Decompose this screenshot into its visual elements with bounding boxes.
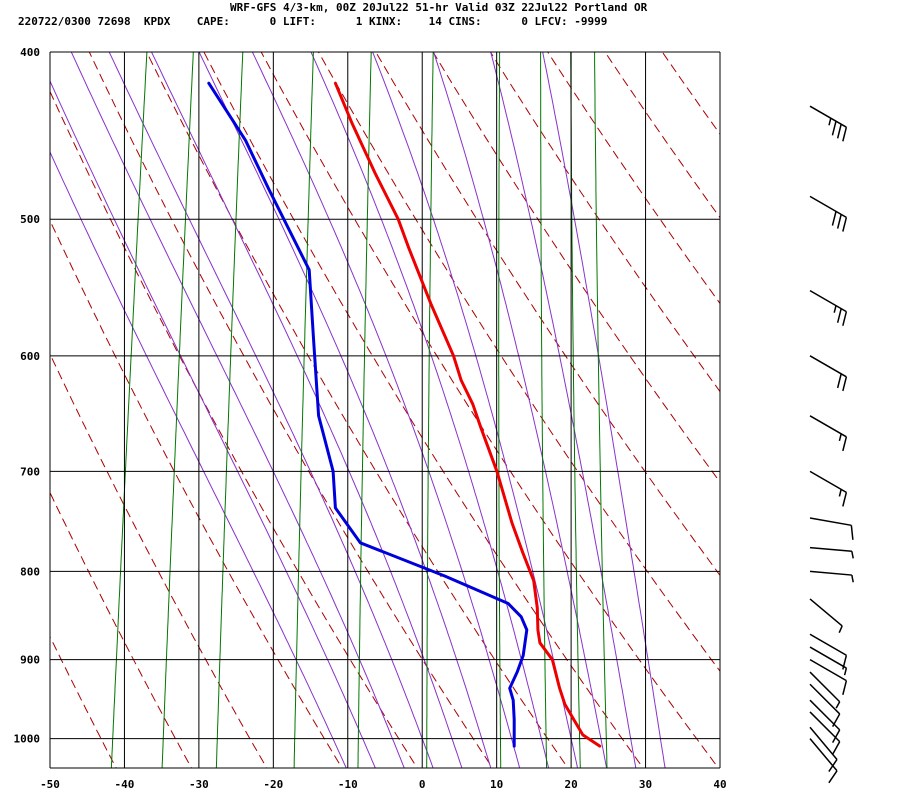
x-tick-label: 40 xyxy=(713,778,726,791)
dry-adiabat-line xyxy=(88,52,494,768)
moist-adiabat-line xyxy=(70,52,405,768)
mixing-ratio-line xyxy=(215,52,244,768)
x-tick-label: 20 xyxy=(564,778,577,791)
wind-barb xyxy=(809,633,848,670)
moist-adiabat-line xyxy=(251,52,521,768)
y-tick-label: 800 xyxy=(20,565,40,578)
wind-barb xyxy=(809,646,848,676)
axis-tick-labels: -50 -40 -30 -20 -10 0 10 20 30 40 400 500 600 700 800 9… xyxy=(14,46,727,791)
station-stats: 220722/0300 72698 KPDX CAPE: 0 LIFT: 1 K… xyxy=(18,15,608,28)
wind-barb xyxy=(809,355,848,392)
x-tick-label: 30 xyxy=(639,778,652,791)
wind-barb xyxy=(809,598,843,633)
dry-adiabat-line xyxy=(432,52,720,483)
mixing-ratio-line xyxy=(498,52,502,768)
moist-adiabat-line xyxy=(490,52,637,768)
dry-adiabat-line xyxy=(146,52,569,768)
mixing-ratio-line xyxy=(570,52,581,768)
y-tick-label: 1000 xyxy=(14,733,41,746)
moist-adiabat-line xyxy=(50,150,347,768)
wind-barb xyxy=(809,289,848,326)
x-tick-label: -50 xyxy=(40,778,60,791)
wind-barb xyxy=(809,659,848,695)
moist-adiabat-line xyxy=(198,52,492,768)
mixing-ratio-line xyxy=(293,52,314,768)
x-tick-label: -20 xyxy=(263,778,283,791)
moist-adiabat-line xyxy=(433,52,608,768)
dry-adiabat-line xyxy=(547,52,720,305)
y-tick-label: 500 xyxy=(20,213,40,226)
grid-lines xyxy=(49,51,721,769)
x-tick-label: -40 xyxy=(115,778,135,791)
mixing-ratio-line xyxy=(594,52,608,768)
x-tick-label: 10 xyxy=(490,778,503,791)
moist-adiabat-line xyxy=(50,79,376,768)
wind-barb xyxy=(809,570,854,583)
mixing-ratio-line xyxy=(357,52,372,768)
dry-adiabat-line xyxy=(375,52,720,577)
dry-adiabat-line xyxy=(50,635,117,768)
wind-barbs xyxy=(809,105,854,784)
chart-title: WRF-GFS 4/3-km, 00Z 20Jul22 51-hr Valid … xyxy=(230,1,648,14)
dry-adiabat-line xyxy=(50,219,343,768)
wind-barb xyxy=(809,683,841,728)
y-tick-label: 600 xyxy=(20,350,40,363)
wind-barb xyxy=(809,105,848,142)
wind-barb xyxy=(809,470,848,507)
wind-barb xyxy=(809,195,848,232)
y-tick-label: 900 xyxy=(20,654,40,667)
wind-barb xyxy=(809,738,838,784)
x-tick-label: -10 xyxy=(338,778,358,791)
wind-barb xyxy=(809,699,841,743)
dry-adiabat-line xyxy=(661,52,720,136)
wind-barb xyxy=(809,517,854,540)
x-tick-label: -30 xyxy=(189,778,209,791)
mixing-ratio-line xyxy=(110,52,148,768)
wind-barb xyxy=(809,415,848,452)
wind-barb xyxy=(809,671,841,709)
dry-adiabat-line xyxy=(604,52,720,219)
moist-adiabat-line xyxy=(108,52,434,768)
moist-adiabat-line xyxy=(310,52,550,768)
dewpoint-profile-line xyxy=(207,81,529,748)
y-tick-label: 400 xyxy=(20,46,40,59)
y-tick-label: 700 xyxy=(20,465,40,478)
moist-adiabat-line xyxy=(150,52,463,768)
sounding-series xyxy=(207,81,602,748)
mixing-ratio-line xyxy=(161,52,194,768)
mixing-ratio-line xyxy=(540,52,548,768)
moist-adiabat-line xyxy=(542,52,666,768)
background-lines xyxy=(50,52,720,768)
wind-barb xyxy=(809,546,854,559)
dry-adiabat-line xyxy=(203,52,644,768)
dry-adiabat-line xyxy=(260,52,720,768)
temperature-profile-line xyxy=(333,81,602,748)
x-tick-label: 0 xyxy=(419,778,426,791)
wind-barb xyxy=(809,711,841,755)
